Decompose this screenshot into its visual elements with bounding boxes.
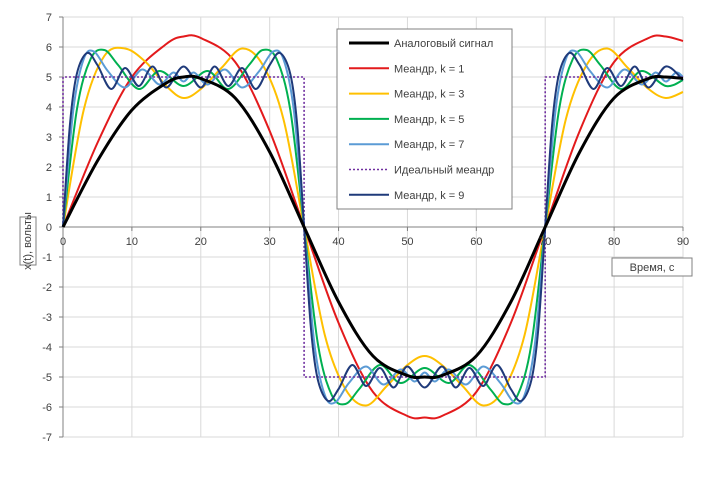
legend-label: Меандр, k = 7 <box>394 139 464 151</box>
y-tick-label: 2 <box>46 162 52 174</box>
series-line-5 <box>62 76 683 378</box>
x-tick-label: 80 <box>608 236 620 248</box>
x-tick-label: 60 <box>470 236 482 248</box>
y-tick-label: -6 <box>42 402 52 414</box>
y-tick-label: 4 <box>46 102 52 114</box>
y-tick-label: -7 <box>42 432 52 444</box>
x-axis-title-box: Время, с <box>611 257 693 277</box>
y-tick-label: 7 <box>46 12 52 24</box>
y-tick-label: 3 <box>46 132 52 144</box>
y-tick-label: -1 <box>42 252 52 264</box>
y-tick-label: -5 <box>42 372 52 384</box>
x-tick-label: 20 <box>195 236 207 248</box>
legend-label: Меандр, k = 1 <box>394 63 464 75</box>
x-tick-label: 40 <box>332 236 344 248</box>
y-tick-label: -4 <box>42 342 52 354</box>
x-tick-label: 90 <box>677 236 689 248</box>
series-line-0 <box>61 74 684 380</box>
series-line-6 <box>62 51 684 403</box>
x-tick-label: 50 <box>401 236 413 248</box>
legend: Аналоговый сигнал Меандр, k = 1 Меандр, k … <box>336 28 513 210</box>
series-line-4 <box>62 49 684 405</box>
x-tick-label: 30 <box>264 236 276 248</box>
legend-label: Меандр, k = 9 <box>394 190 464 202</box>
y-axis-title-box: x(t), вольты <box>19 212 37 270</box>
series-lines <box>61 34 684 420</box>
legend-label: Меандр, k = 5 <box>394 114 464 126</box>
legend-label: Идеальный меандр <box>394 165 494 177</box>
y-tick-label: 5 <box>46 72 52 84</box>
series-line-3 <box>62 48 684 406</box>
y-tick-label: 1 <box>46 192 52 204</box>
x-tick-label: 70 <box>539 236 551 248</box>
x-tick-label: 0 <box>60 236 66 248</box>
y-tick-label: 0 <box>46 222 52 234</box>
y-tick-label: 6 <box>46 42 52 54</box>
y-tick-label: -2 <box>42 282 52 294</box>
x-axis-title: Время, с <box>630 262 675 274</box>
legend-label: Аналоговый сигнал <box>394 38 493 50</box>
x-tick-label: 10 <box>126 236 138 248</box>
series-line-1 <box>62 34 684 420</box>
y-axis-title: x(t), вольты <box>22 212 34 270</box>
y-tick-label: -3 <box>42 312 52 324</box>
legend-label: Меандр, k = 3 <box>394 89 464 101</box>
series-line-2 <box>62 46 684 407</box>
